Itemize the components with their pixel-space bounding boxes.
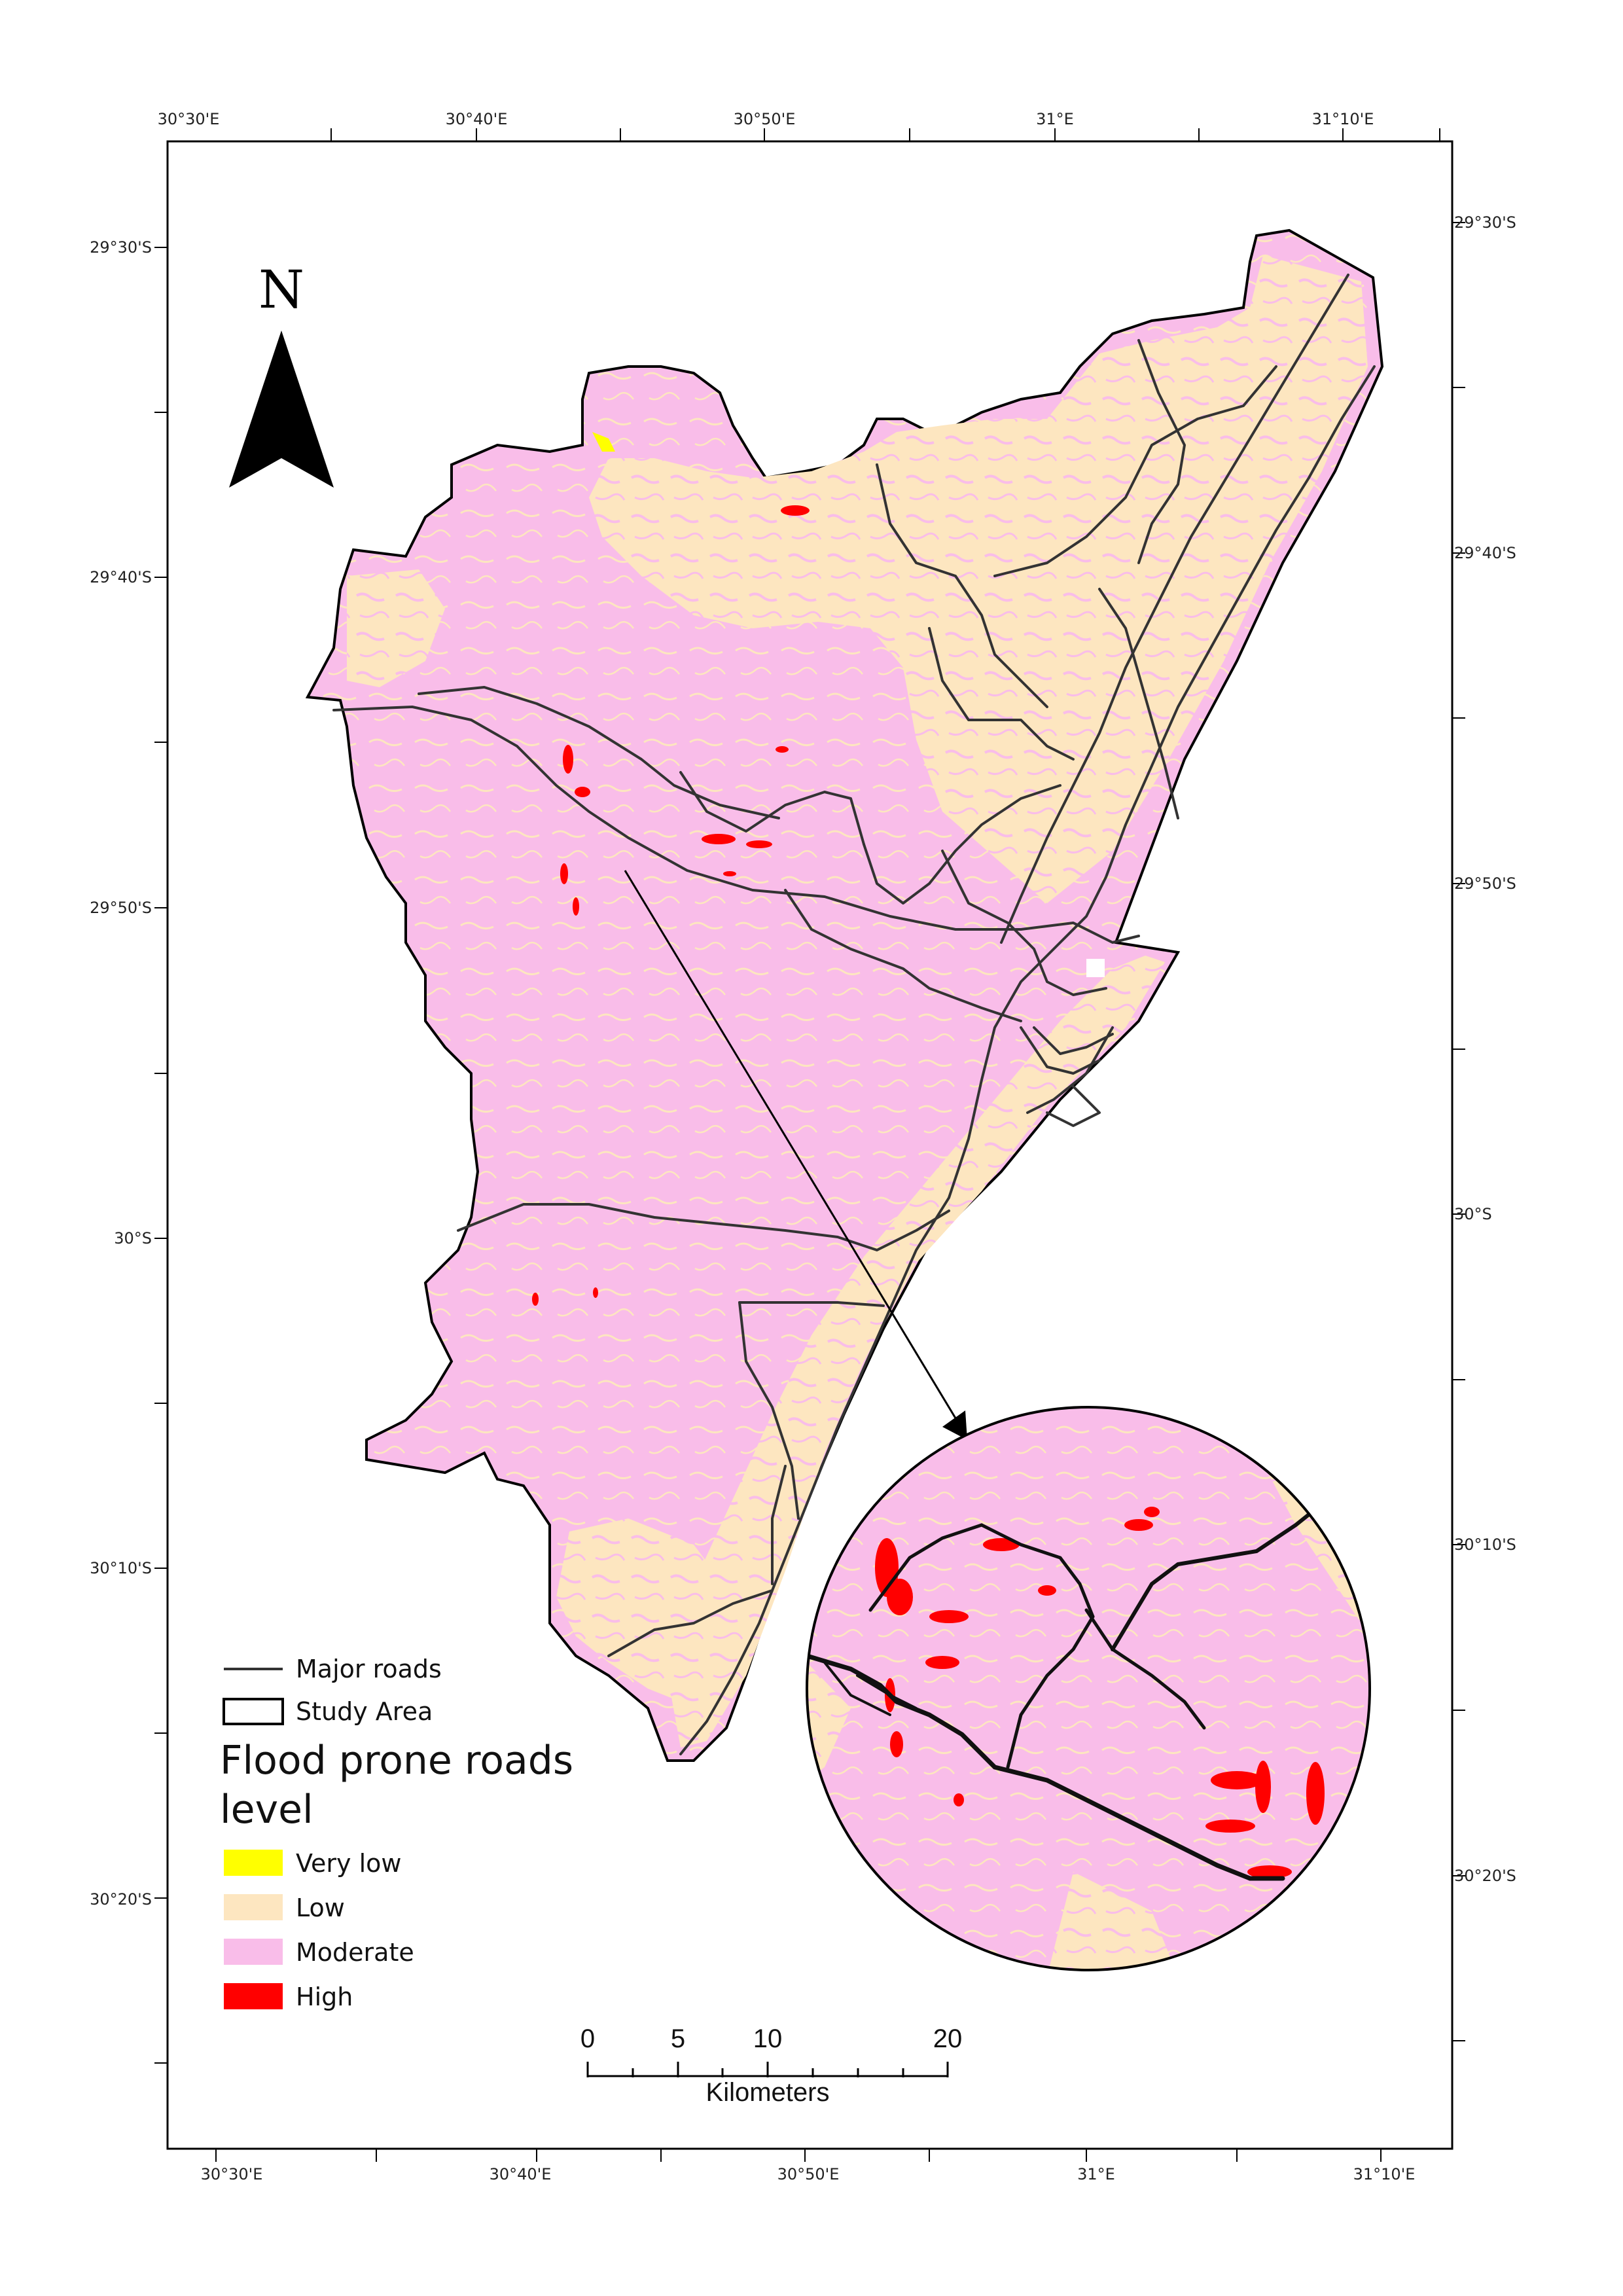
scale-tick-0: 0 [580, 2024, 595, 2053]
left-label-1: 29°30'S [90, 238, 152, 257]
low-zone-north [589, 255, 1368, 903]
inset-high-hazard [875, 1507, 1325, 1878]
inset-detail [806, 1406, 1371, 1971]
legend-label-very-low: Very low [296, 1849, 402, 1878]
left-label-2: 29°40'S [90, 568, 152, 586]
inset-roads [807, 1477, 1350, 1881]
scale-tick-10: 10 [753, 2024, 783, 2053]
right-label-1: 29°30'S [1454, 213, 1516, 232]
scale-unit-label: Kilometers [706, 2078, 830, 2107]
top-label-3: 30°50'E [734, 110, 796, 128]
right-label-3: 29°50'S [1454, 874, 1516, 893]
legend-title-line1: Flood prone roads [220, 1738, 573, 1784]
legend-swatch-high [224, 1983, 283, 2009]
north-arrow-icon [229, 331, 334, 488]
no-data-patch [1086, 959, 1105, 977]
map-frame [166, 140, 1454, 2150]
callout-arrow [624, 870, 967, 1440]
right-label-2: 29°40'S [1454, 544, 1516, 562]
top-axis-labels: 30°30'E 30°40'E 30°50'E 31°E 31°10'E [158, 110, 1374, 128]
inset-border [806, 1406, 1371, 1971]
left-label-3: 29°50'S [90, 899, 152, 917]
major-roads [332, 274, 1376, 1755]
left-label-4: 30°S [114, 1229, 152, 1247]
bottom-label-4: 31°E [1077, 2165, 1115, 2183]
north-arrow: N [229, 259, 334, 488]
bottom-axis-labels: 30°30'E 30°40'E 30°50'E 31°E 31°10'E [201, 2165, 1416, 2183]
scale-bar: 0 5 10 20 Kilometers [580, 2024, 962, 2107]
legend-swatch-moderate [224, 1939, 283, 1965]
legend-swatch-very-low [224, 1850, 283, 1876]
legend-label-high: High [296, 1982, 353, 2011]
bottom-label-5: 31°10'E [1353, 2165, 1416, 2183]
north-letter: N [259, 259, 304, 320]
low-zone-east-coast [668, 956, 1165, 1748]
legend: Major roads Study Area Flood prone roads… [220, 1655, 573, 2011]
right-label-5: 30°10'S [1454, 1535, 1516, 1554]
low-zone-south [556, 1518, 733, 1702]
legend-swatch-low [224, 1894, 283, 1920]
top-label-2: 30°40'E [446, 110, 508, 128]
scale-tick-5: 5 [671, 2024, 685, 2053]
left-label-6: 30°20'S [90, 1890, 152, 1909]
legend-title-line2: level [220, 1787, 313, 1833]
legend-roads-label: Major roads [296, 1655, 442, 1683]
left-axis-labels: 29°30'S 29°40'S 29°50'S 30°S 30°10'S 30°… [90, 238, 152, 1909]
very-low-patch [592, 432, 615, 452]
top-label-4: 31°E [1036, 110, 1074, 128]
bottom-label-2: 30°40'E [490, 2165, 552, 2183]
bottom-label-1: 30°30'E [201, 2165, 263, 2183]
top-label-1: 30°30'E [158, 110, 220, 128]
bottom-label-3: 30°50'E [777, 2165, 840, 2183]
left-label-5: 30°10'S [90, 1559, 152, 1577]
right-axis-labels: 29°30'S 29°40'S 29°50'S 30°S 30°10'S 30°… [1454, 213, 1516, 1885]
study-area [305, 228, 1384, 1762]
top-label-5: 31°10'E [1312, 110, 1374, 128]
high-hazard-spots [532, 505, 810, 1306]
legend-study-area-symbol [223, 1698, 284, 1725]
legend-study-area-label: Study Area [296, 1697, 433, 1726]
callout-arrowhead-icon [942, 1410, 967, 1440]
legend-label-low: Low [296, 1893, 345, 1922]
low-zone-west [347, 569, 445, 687]
right-label-6: 30°20'S [1454, 1867, 1516, 1885]
frame-ticks [154, 128, 1465, 2162]
right-label-4: 30°S [1454, 1205, 1492, 1223]
legend-label-moderate: Moderate [296, 1938, 414, 1967]
scale-tick-20: 20 [933, 2024, 963, 2053]
